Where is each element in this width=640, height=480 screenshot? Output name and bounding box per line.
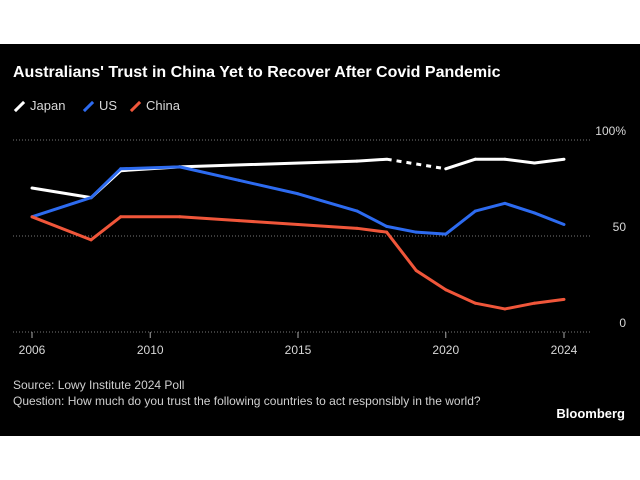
series-us-segment <box>414 230 448 236</box>
series-us-segment <box>237 178 300 196</box>
chart-title: Australians' Trust in China Yet to Recov… <box>13 64 501 81</box>
series-china-segment <box>89 215 123 242</box>
series-japan-segment <box>444 157 477 171</box>
y-tick-label: 100% <box>595 124 626 138</box>
series-china-segment <box>385 230 418 273</box>
series-china-segment <box>355 226 389 234</box>
series-us-segment <box>178 165 241 182</box>
legend-swatch-china <box>129 100 142 113</box>
x-tick-label: 2024 <box>551 343 578 357</box>
source-note: Source: Lowy Institute 2024 Poll <box>13 378 185 392</box>
chart-card: Australians' Trust in China Yet to Recov… <box>0 44 640 436</box>
series-japan-segment <box>532 157 566 165</box>
y-tick-label: 50 <box>613 220 627 234</box>
series-us-segment <box>532 211 566 226</box>
x-tick-label: 2015 <box>285 343 312 357</box>
series-us-segment <box>89 167 123 200</box>
series-china-segment <box>237 219 300 226</box>
series-japan-segment <box>503 157 536 165</box>
legend-label-japan: Japan <box>30 98 66 113</box>
series-china-segment <box>296 222 359 230</box>
series-china-segment <box>444 288 477 305</box>
legend-label-china: China <box>146 98 180 113</box>
series-us-segment <box>119 165 182 171</box>
series-japan-segment <box>30 186 93 200</box>
x-tick-label: 2010 <box>137 343 164 357</box>
series-japan-segment <box>355 157 389 163</box>
series-china-segment <box>30 215 93 242</box>
bloomberg-logo: Bloomberg <box>556 406 625 421</box>
y-tick-label: 0 <box>619 316 626 330</box>
series-china-segment <box>532 297 566 305</box>
series-china-segment <box>503 301 536 311</box>
question-note: Question: How much do you trust the foll… <box>13 394 481 408</box>
x-tick-label: 2006 <box>19 343 46 357</box>
legend-swatch-japan <box>13 100 26 113</box>
legend-swatch-us <box>82 100 95 113</box>
series-us-segment <box>444 209 477 236</box>
series-us-segment <box>30 196 93 219</box>
series-us-segment <box>385 224 418 234</box>
series-china-segment <box>178 215 241 223</box>
series-us-segment <box>503 201 536 215</box>
legend-label-us: US <box>99 98 118 113</box>
series-japan-segment <box>386 157 447 171</box>
series-china-segment <box>414 269 448 292</box>
series-china-segment <box>473 301 507 311</box>
line-chart: 100% 50 0 2006 2010 2015 2020 2024 <box>13 124 627 357</box>
series-us-segment <box>473 201 507 213</box>
series-us-segment <box>296 192 359 213</box>
series-us-segment <box>355 209 389 228</box>
x-tick-label: 2020 <box>432 343 459 357</box>
series-japan-segment <box>178 159 359 169</box>
